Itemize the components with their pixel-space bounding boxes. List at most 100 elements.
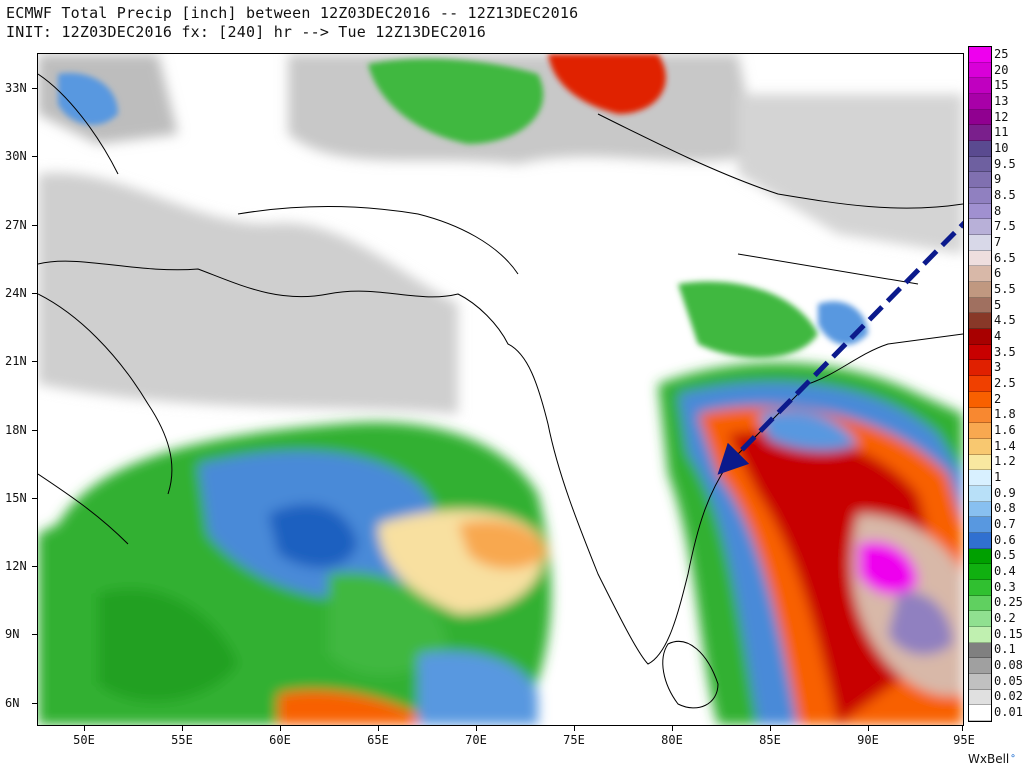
- legend-swatch: [969, 407, 991, 424]
- legend-level-label: 1.6: [994, 423, 1016, 438]
- precip-map: [37, 53, 964, 726]
- longitude-tick: [182, 726, 183, 731]
- legend-level-label: 0.08: [994, 658, 1023, 673]
- longitude-tick: [672, 726, 673, 731]
- latitude-label: 21N: [5, 354, 27, 368]
- legend-swatch: [969, 579, 991, 596]
- latitude-tick: [32, 498, 37, 499]
- legend-swatch: [969, 532, 991, 549]
- latitude-tick: [32, 566, 37, 567]
- legend-level-label: 2: [994, 391, 1002, 406]
- credit-dot-icon: ⚬: [1009, 752, 1017, 762]
- legend-swatch: [969, 313, 991, 330]
- legend-level-label: 4.5: [994, 313, 1016, 328]
- legend-swatch: [969, 235, 991, 251]
- legend-level-label: 3.5: [994, 344, 1016, 359]
- latitude-label: 12N: [5, 559, 27, 573]
- latitude-label: 9N: [5, 627, 20, 641]
- legend-level-label: 7.5: [994, 219, 1016, 234]
- longitude-tick: [378, 726, 379, 731]
- legend-swatch: [969, 517, 991, 533]
- legend-swatch: [969, 391, 991, 408]
- legend-swatch: [969, 78, 991, 95]
- legend-swatch: [969, 438, 991, 455]
- legend-swatch: [969, 282, 991, 298]
- legend-level-label: 6: [994, 266, 1002, 281]
- longitude-tick: [574, 726, 575, 731]
- legend-level-label: 13: [994, 93, 1009, 108]
- precip-field-arabian: [38, 422, 552, 725]
- legend-level-label: 4: [994, 328, 1002, 343]
- map-subtitle: INIT: 12Z03DEC2016 fx: [240] hr --> Tue …: [6, 23, 486, 41]
- longitude-label: 60E: [269, 733, 291, 747]
- longitude-tick: [280, 726, 281, 731]
- latitude-label: 30N: [5, 149, 27, 163]
- legend-swatch: [969, 297, 991, 314]
- legend-swatch: [969, 203, 991, 220]
- legend-level-label: 9.5: [994, 156, 1016, 171]
- latitude-label: 24N: [5, 286, 27, 300]
- longitude-label: 90E: [857, 733, 879, 747]
- legend-swatch: [969, 454, 991, 471]
- latitude-tick: [32, 634, 37, 635]
- longitude-tick: [962, 726, 963, 731]
- legend-swatch: [969, 344, 991, 361]
- legend-level-label: 0.3: [994, 579, 1016, 594]
- legend-level-label: 5: [994, 297, 1002, 312]
- longitude-label: 70E: [465, 733, 487, 747]
- legend-level-label: 9: [994, 172, 1002, 187]
- legend-swatch: [969, 188, 991, 204]
- legend-swatch: [969, 360, 991, 377]
- legend-swatch: [969, 611, 991, 627]
- latitude-tick: [32, 430, 37, 431]
- legend-level-label: 10: [994, 140, 1009, 155]
- legend-level-label: 11: [994, 125, 1009, 140]
- credit-text: WxBell⚬: [968, 752, 1017, 766]
- legend-swatch: [969, 141, 991, 157]
- legend-swatch: [969, 156, 991, 173]
- legend-swatch: [969, 125, 991, 142]
- map-title: ECMWF Total Precip [inch] between 12Z03D…: [6, 4, 579, 22]
- legend-swatch: [969, 470, 991, 486]
- legend-level-label: 2.5: [994, 376, 1016, 390]
- legend-level-label: 8: [994, 203, 1002, 218]
- legend-swatch: [969, 219, 991, 236]
- precip-map-canvas: [38, 54, 963, 725]
- legend-level-label: 0.6: [994, 532, 1016, 547]
- legend-level-label: 5.5: [994, 281, 1016, 296]
- legend-level-label: 3: [994, 360, 1002, 375]
- longitude-tick: [770, 726, 771, 731]
- legend-level-label: 0.02: [994, 689, 1023, 704]
- latitude-label: 6N: [5, 696, 20, 710]
- legend-level-label: 0.05: [994, 673, 1023, 688]
- legend-swatch: [969, 548, 991, 565]
- legend-swatch: [969, 595, 991, 612]
- legend-level-label: 15: [994, 78, 1009, 93]
- credit-label: WxBell: [968, 752, 1010, 766]
- legend-swatch: [969, 658, 991, 674]
- legend-colorbar: [968, 46, 992, 722]
- legend-swatch: [969, 94, 991, 110]
- latitude-tick: [32, 225, 37, 226]
- legend-swatch: [969, 109, 991, 126]
- legend-swatch: [969, 673, 991, 690]
- longitude-label: 65E: [367, 733, 389, 747]
- latitude-label: 15N: [5, 491, 27, 505]
- legend-level-label: 0.25: [994, 595, 1023, 610]
- legend-level-label: 6.5: [994, 250, 1016, 265]
- latitude-label: 18N: [5, 423, 27, 437]
- legend-swatch: [969, 626, 991, 643]
- legend-level-label: 0.01: [994, 705, 1023, 720]
- legend-level-label: 1.8: [994, 407, 1016, 422]
- longitude-label: 75E: [563, 733, 585, 747]
- precip-field-bengal: [658, 362, 963, 725]
- legend-swatch: [969, 47, 991, 63]
- legend-swatch: [969, 423, 991, 439]
- legend-level-label: 0.5: [994, 548, 1016, 563]
- legend-level-label: 0.4: [994, 564, 1016, 579]
- legend-swatch: [969, 564, 991, 580]
- legend-level-label: 20: [994, 62, 1009, 77]
- legend-swatch: [969, 485, 991, 502]
- longitude-tick: [84, 726, 85, 731]
- legend-level-label: 0.9: [994, 485, 1016, 500]
